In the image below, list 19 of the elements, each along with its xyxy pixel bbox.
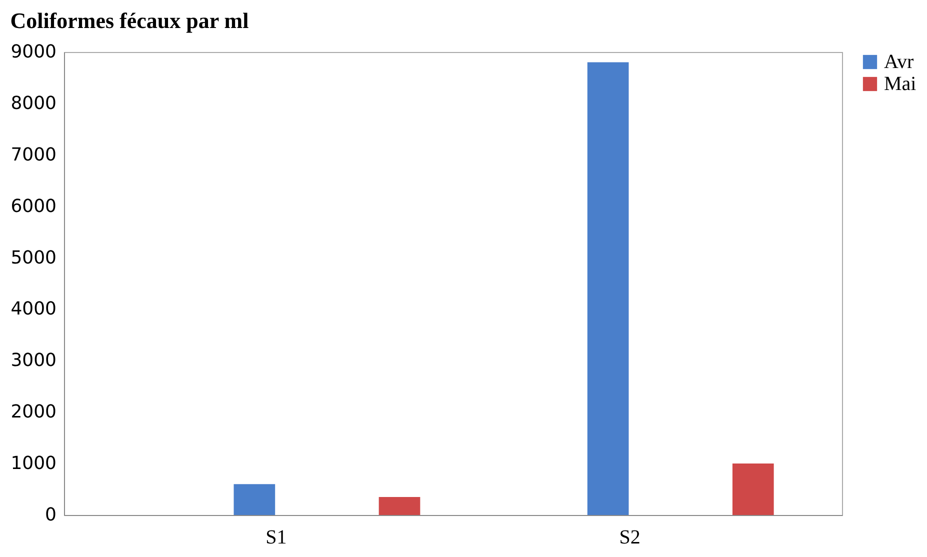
x-tick-label: S1 [266,526,287,548]
y-tick-label: 5000 [10,247,56,268]
y-tick-label: 0 [45,504,56,526]
bar [234,484,276,515]
y-tick-label: 9000 [10,42,56,62]
bar [587,62,629,515]
y-tick-label: 6000 [10,196,56,217]
bar [732,464,774,515]
y-tick-label: 4000 [10,298,56,320]
y-tick-label: 3000 [10,350,56,372]
chart-title: Coliformes fécaux par ml [10,8,249,33]
bar [378,496,420,515]
legend-label: Avr [884,51,914,73]
y-tick-label: 2000 [10,402,56,423]
y-tick-label: 8000 [10,92,56,114]
legend-label: Mai [884,73,917,95]
x-tick-label: S2 [619,526,640,548]
y-tick-label: 1000 [10,453,56,474]
y-tick-label: 7000 [10,144,56,166]
